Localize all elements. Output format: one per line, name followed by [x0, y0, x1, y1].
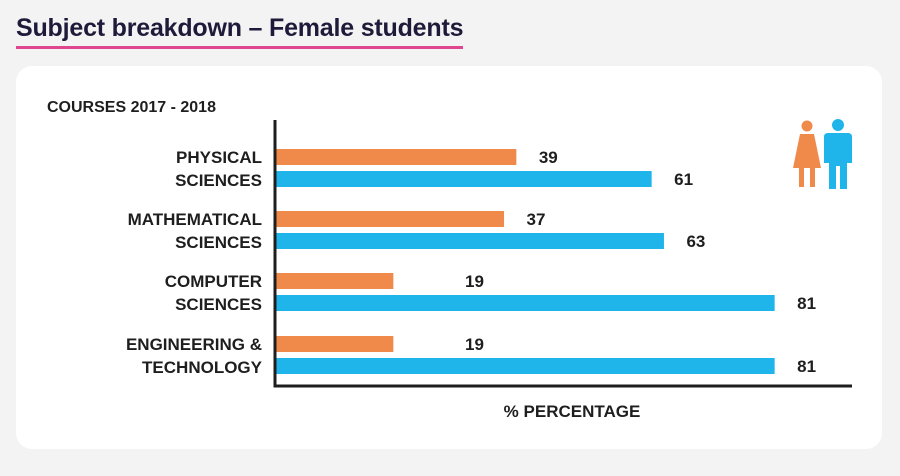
- bar-male-2: [276, 233, 664, 249]
- female-icon: [793, 120, 821, 187]
- chart-legend: [793, 119, 852, 189]
- x-axis-label: % PERCENTAGE: [504, 402, 641, 421]
- category-label-4: TECHNOLOGY: [142, 358, 263, 377]
- category-labels: PHYSICAL SCIENCES MATHEMATICAL SCIENCES COMP…: [126, 148, 263, 377]
- data-label-male-1: 61: [674, 170, 693, 189]
- data-label-male-3: 81: [797, 294, 816, 313]
- category-label-3: SCIENCES: [175, 295, 262, 314]
- category-label-1: SCIENCES: [175, 171, 262, 190]
- chart-axes: [273, 120, 852, 388]
- bar-female-4: [276, 336, 394, 352]
- category-label-1: PHYSICAL: [176, 148, 262, 167]
- category-label-4: ENGINEERING &: [126, 335, 262, 354]
- page-title: Subject breakdown – Female students: [16, 14, 464, 49]
- category-label-2: SCIENCES: [175, 233, 262, 252]
- data-label-female-4: 19: [465, 335, 484, 354]
- bar-female-1: [276, 149, 517, 165]
- bar-female-3: [276, 273, 394, 289]
- bar-male-1: [276, 171, 652, 187]
- data-label-female-2: 37: [527, 210, 546, 229]
- page-title-text: Subject breakdown – Female students: [16, 14, 464, 42]
- chart-title: COURSES 2017 - 2018: [47, 99, 216, 116]
- bar-male-3: [276, 295, 775, 311]
- male-icon: [824, 119, 852, 189]
- chart-bars: 39 61 37 63 19 81 19 81: [276, 148, 816, 376]
- category-label-2: MATHEMATICAL: [128, 210, 262, 229]
- data-label-female-3: 19: [465, 272, 484, 291]
- data-label-female-1: 39: [539, 148, 558, 167]
- data-label-male-2: 63: [686, 232, 705, 251]
- data-label-male-4: 81: [797, 357, 816, 376]
- category-label-3: COMPUTER: [165, 272, 262, 291]
- bar-female-2: [276, 211, 505, 227]
- bar-male-4: [276, 358, 775, 374]
- title-underline: [16, 46, 464, 49]
